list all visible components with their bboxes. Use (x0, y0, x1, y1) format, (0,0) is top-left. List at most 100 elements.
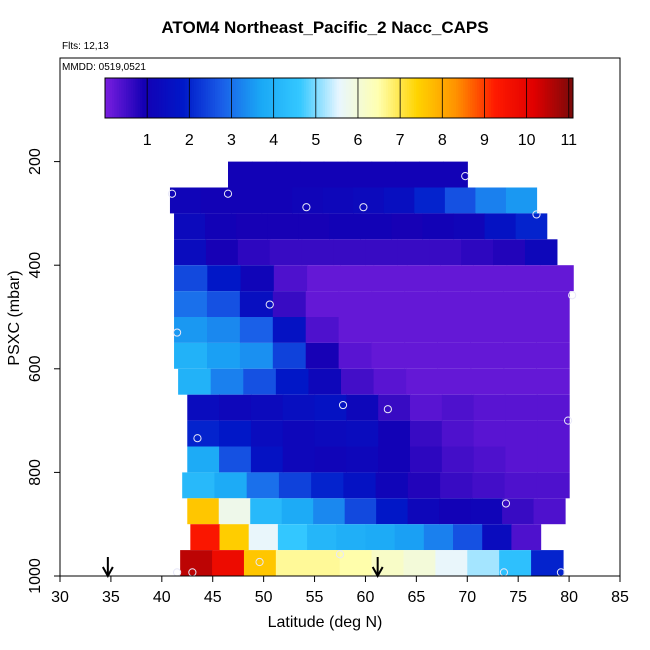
heatmap-cell (536, 342, 570, 369)
colorbar-segment (238, 78, 242, 118)
heatmap-cell (410, 394, 443, 421)
heatmap-cell (493, 239, 526, 266)
colorbar-segment (369, 78, 373, 118)
colorbar-segment (172, 78, 176, 118)
heatmap-cell (365, 524, 396, 551)
heatmap-cell (305, 342, 340, 369)
x-tick-label: 75 (509, 589, 527, 606)
heatmap-cell (273, 265, 308, 292)
heatmap-cell (371, 317, 406, 343)
colorbar-segment (191, 78, 195, 118)
heatmap-cell (410, 446, 443, 473)
sample-point (335, 550, 345, 559)
colorbar-segment (521, 78, 525, 118)
heatmap-cell (437, 291, 471, 317)
colorbar-segment (177, 78, 181, 118)
sample-point (265, 300, 274, 309)
colorbar-segment (353, 78, 356, 118)
heatmap-cell (475, 187, 507, 214)
heatmap-cell (531, 550, 564, 576)
heatmap-cell (250, 394, 284, 421)
colorbar-segment (119, 78, 122, 118)
heatmap-cell (505, 187, 538, 214)
heatmap-cell (343, 472, 377, 499)
colorbar-segment (324, 78, 328, 118)
heatmap-cell (375, 472, 409, 499)
heatmap-cell (239, 342, 274, 369)
colorbar-segment (565, 78, 569, 118)
x-tick-label: 45 (204, 589, 222, 606)
colorbar-tick-label: 2 (185, 132, 194, 149)
heatmap-cell (394, 524, 425, 551)
heatmap-cell (470, 342, 504, 369)
heatmap-cell (536, 368, 570, 395)
heatmap-cell (378, 394, 411, 421)
colorbar-segment (495, 78, 499, 118)
colorbar-tick-label: 6 (354, 132, 363, 149)
colorbar-segment (294, 78, 298, 118)
heatmap-cell (187, 420, 220, 447)
heatmap-cell (406, 368, 440, 395)
colorbar-segment (456, 78, 459, 118)
colorbar-segment (165, 78, 169, 118)
heatmap-cell (301, 239, 335, 266)
colorbar-segment (285, 78, 289, 118)
colorbar-tick-label: 3 (227, 132, 236, 149)
colorbar-segment (224, 78, 228, 118)
colorbar-segment (184, 78, 188, 118)
colorbar-segment (437, 78, 441, 118)
colorbar-segment (182, 78, 186, 118)
colorbar-tick-label: 11 (560, 132, 577, 149)
colorbar-segment (376, 78, 380, 118)
colorbar-segment (402, 78, 406, 118)
heatmap-cell (407, 498, 440, 525)
colorbar-segment (322, 78, 326, 118)
colorbar-segment (219, 78, 223, 118)
sample-point (532, 210, 541, 219)
colorbar-segment (151, 78, 155, 118)
colorbar-tick-label: 10 (518, 132, 536, 149)
heatmap-cell (210, 368, 244, 395)
heatmap-cell (339, 550, 373, 576)
heatmap-cell (250, 446, 284, 473)
colorbar-segment (423, 78, 427, 118)
colorbar-segment (299, 78, 303, 118)
colorbar-segment (303, 78, 307, 118)
colorbar-segment (444, 78, 448, 118)
colorbar-segment (472, 78, 476, 118)
heatmap-cell (305, 317, 340, 343)
colorbar-segment (505, 78, 508, 118)
heatmap-cell (503, 291, 537, 317)
heatmap-cell (365, 239, 398, 266)
heatmap-cell (307, 550, 341, 576)
y-axis-label: PSXC (mbar) (6, 270, 23, 366)
colorbar-segment (116, 78, 120, 118)
heatmap-cell (440, 265, 474, 292)
y-tick-label: 600 (27, 355, 44, 382)
colorbar-segment (243, 78, 246, 118)
heatmap-cell (444, 187, 477, 214)
heatmap-cell (237, 239, 271, 266)
colorbar-segment (250, 78, 253, 118)
heatmap-cell (282, 420, 316, 447)
colorbar-segment (540, 78, 544, 118)
colorbar-segment (360, 78, 363, 118)
colorbar-segment (500, 78, 504, 118)
colorbar-segment (226, 78, 230, 118)
heatmap-cell (453, 524, 483, 551)
colorbar-frame (104, 77, 574, 119)
colorbar-segment (343, 78, 347, 118)
colorbar-segment (528, 78, 532, 118)
heatmap-cell (340, 265, 375, 292)
colorbar-segment (458, 78, 462, 118)
colorbar-segment (229, 78, 232, 118)
heatmap-cell (346, 446, 379, 473)
colorbar-segment (488, 78, 492, 118)
colorbar-segment (512, 78, 515, 118)
heatmap-cell (174, 291, 208, 317)
heatmap-cell (174, 265, 208, 292)
colorbar-segment (222, 78, 225, 118)
heatmap-cell (443, 161, 468, 188)
plot-frame (59, 57, 621, 577)
